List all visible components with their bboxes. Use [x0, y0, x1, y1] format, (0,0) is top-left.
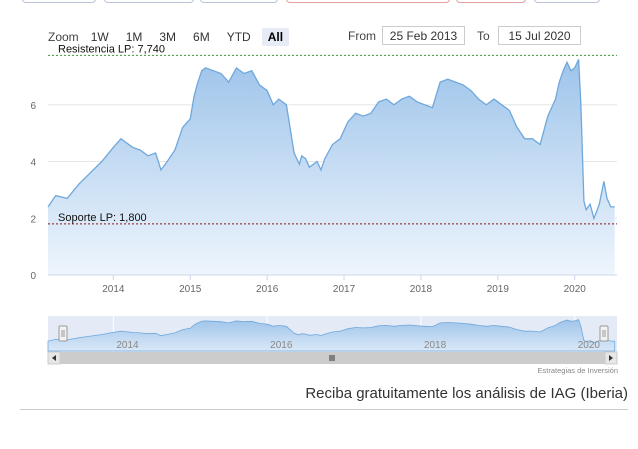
navigator-axis: 2014 2016 2018 2020: [116, 340, 600, 351]
zoom-1m-button[interactable]: 1M: [125, 30, 143, 44]
x-axis: 2014 2015 2016 2017 2018 2019 2020: [102, 275, 586, 295]
price-area: [48, 59, 615, 276]
x-tick-label: 2019: [487, 284, 510, 295]
x-tick-label: 2015: [179, 284, 202, 295]
divider: [20, 409, 628, 410]
x-tick-label: 2016: [256, 284, 279, 295]
navigator-tick-label: 2014: [116, 340, 139, 351]
navigator-tick-label: 2016: [270, 340, 293, 351]
x-tick-label: 2018: [410, 284, 433, 295]
zoom-label: Zoom: [48, 30, 79, 44]
navigator-area: [47, 319, 616, 352]
x-tick-label: 2020: [564, 284, 587, 295]
y-tick-label: 2: [30, 214, 36, 225]
scrollbar[interactable]: [47, 351, 618, 365]
navigator[interactable]: 2014 2016 2018 2020: [47, 316, 617, 352]
scroll-left-arrow-icon: [52, 355, 56, 361]
to-date-input[interactable]: 15 Jul 2020: [498, 26, 581, 45]
cta-link[interactable]: Reciba gratuitamente los análisis de IAG…: [305, 385, 628, 402]
navigator-right-handle[interactable]: [599, 325, 609, 342]
navigator-tick-label: 2018: [424, 340, 447, 351]
zoom-toolbar: Zoom 1W 1M 3M 6M YTD All: [48, 27, 294, 47]
from-date-input[interactable]: 25 Feb 2013: [382, 26, 465, 45]
y-axis: 0 2 4 6: [30, 101, 36, 282]
zoom-6m-button[interactable]: 6M: [193, 30, 210, 44]
zoom-ytd-button[interactable]: YTD: [226, 30, 251, 44]
level-annotations: Resistencia LP: 7,740 Soporte LP: 1,800: [48, 43, 617, 225]
to-label: To: [477, 29, 490, 43]
y-tick-label: 6: [30, 101, 36, 112]
zoom-all-button[interactable]: All: [261, 28, 290, 46]
y-tick-label: 0: [30, 271, 36, 282]
zoom-1w-button[interactable]: 1W: [90, 30, 109, 44]
support-label: Soporte LP: 1,800: [58, 212, 147, 224]
scroll-right-arrow-icon: [609, 355, 613, 361]
resistance-label: Resistencia LP: 7,740: [58, 43, 165, 55]
x-tick-label: 2017: [333, 284, 356, 295]
zoom-3m-button[interactable]: 3M: [159, 30, 177, 44]
navigator-tick-label: 2020: [578, 340, 601, 351]
from-label: From: [348, 29, 376, 43]
navigator-left-handle[interactable]: [58, 325, 68, 342]
price-line: [47, 59, 615, 221]
chart-credit[interactable]: Estrategias de Inversión: [537, 366, 618, 375]
x-tick-label: 2014: [102, 284, 125, 295]
y-tick-label: 4: [30, 158, 36, 169]
